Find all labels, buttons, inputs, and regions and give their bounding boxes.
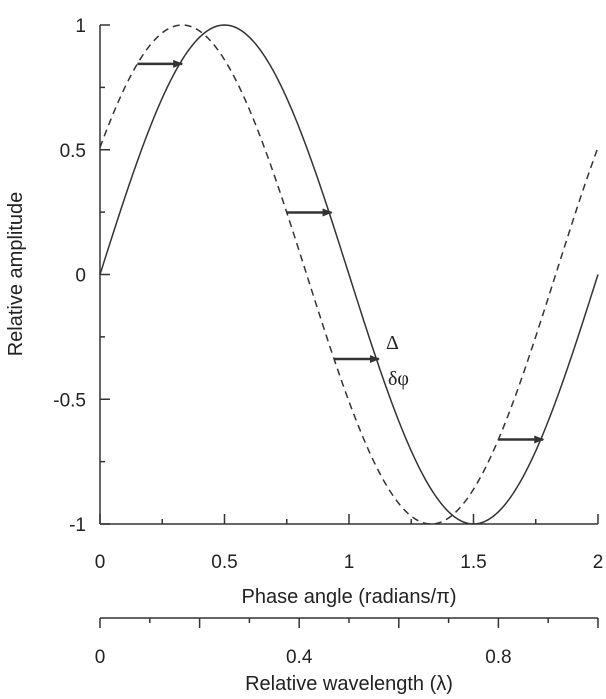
- secondary-tick-label: 0.4: [286, 647, 313, 668]
- y-tick-label: 0: [75, 266, 86, 287]
- x-tick-label: 1.5: [460, 552, 486, 573]
- x-tick-label: 0.5: [211, 552, 237, 573]
- plot-area: 1 0.5 0 -0.5 -1 0 0.5 1 1.5 2 Δ δφ: [53, 16, 603, 573]
- y-tick-label: -1: [69, 515, 86, 536]
- solid-sine-curve: [99, 24, 599, 525]
- secondary-axis-title: Relative wavelength (λ): [245, 673, 453, 695]
- secondary-tick-label: 0.8: [485, 647, 511, 668]
- secondary-x-axis: 0 0.4 0.8 Relative wavelength (λ): [95, 617, 599, 695]
- shift-arrows: [137, 59, 545, 444]
- delta-phi-annotation: δφ: [388, 368, 409, 390]
- y-axis-title: Relative amplitude: [5, 192, 27, 357]
- x-tick-label: 1: [344, 552, 355, 573]
- delta-annotation: Δ: [386, 332, 399, 354]
- x-tick-label: 0: [95, 552, 106, 573]
- y-tick-label: -0.5: [53, 390, 86, 411]
- secondary-tick-label: 0: [95, 647, 106, 668]
- x-ticks: 0 0.5 1 1.5 2: [95, 514, 604, 573]
- y-tick-label: 1: [75, 16, 86, 37]
- y-ticks: 1 0.5 0 -0.5 -1: [53, 16, 110, 536]
- y-tick-label: 0.5: [60, 141, 86, 162]
- x-axis-title: Phase angle (radians/π): [241, 586, 456, 608]
- x-tick-label: 2: [593, 552, 604, 573]
- secondary-x-ticks: 0 0.4 0.8: [95, 618, 599, 668]
